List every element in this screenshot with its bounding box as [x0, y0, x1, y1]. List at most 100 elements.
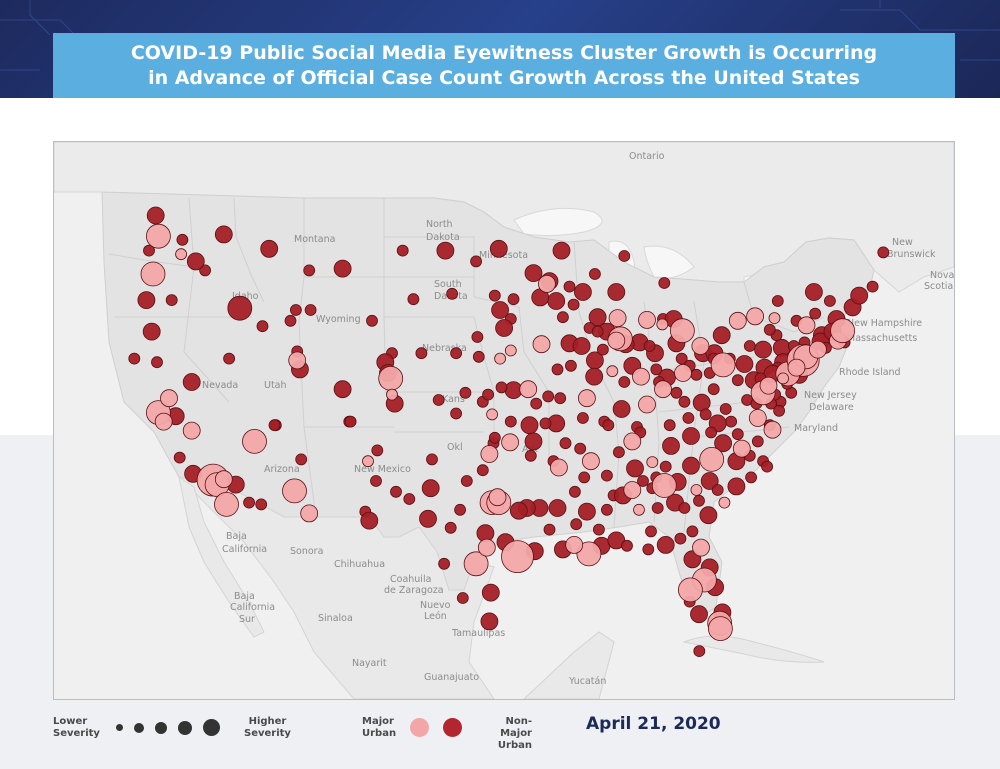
- non-major-urban-cluster[interactable]: [481, 583, 500, 602]
- non-major-urban-cluster[interactable]: [597, 343, 609, 356]
- non-major-urban-cluster[interactable]: [585, 367, 604, 386]
- major-urban-cluster[interactable]: [565, 535, 584, 554]
- major-urban-cluster[interactable]: [582, 452, 600, 471]
- non-major-urban-cluster[interactable]: [556, 311, 569, 324]
- non-major-urban-cluster[interactable]: [618, 250, 631, 262]
- non-major-urban-cluster[interactable]: [805, 283, 823, 301]
- non-major-urban-cluster[interactable]: [390, 485, 402, 498]
- non-major-urban-cluster[interactable]: [658, 277, 671, 289]
- non-major-urban-cluster[interactable]: [763, 323, 776, 336]
- non-major-urban-cluster[interactable]: [602, 419, 615, 432]
- major-urban-cluster[interactable]: [386, 388, 398, 401]
- major-urban-cluster[interactable]: [656, 318, 669, 331]
- non-major-urban-cluster[interactable]: [877, 246, 890, 259]
- non-major-urban-cluster[interactable]: [678, 502, 691, 514]
- major-urban-cluster[interactable]: [718, 496, 731, 509]
- non-major-urban-cluster[interactable]: [480, 612, 499, 631]
- non-major-urban-cluster[interactable]: [495, 381, 508, 394]
- major-urban-cluster[interactable]: [787, 358, 806, 377]
- non-major-urban-cluster[interactable]: [771, 295, 784, 307]
- major-urban-cluster[interactable]: [777, 372, 789, 385]
- non-major-urban-cluster[interactable]: [601, 469, 613, 482]
- non-major-urban-cluster[interactable]: [637, 475, 649, 487]
- major-urban-cluster[interactable]: [501, 540, 534, 574]
- non-major-urban-cluster[interactable]: [700, 472, 719, 490]
- non-major-urban-cluster[interactable]: [678, 395, 691, 408]
- major-urban-cluster[interactable]: [748, 409, 767, 427]
- major-urban-cluster[interactable]: [623, 481, 642, 499]
- non-major-urban-cluster[interactable]: [642, 543, 655, 556]
- non-major-urban-cluster[interactable]: [482, 388, 495, 401]
- non-major-urban-cluster[interactable]: [227, 295, 253, 321]
- major-urban-cluster[interactable]: [674, 364, 692, 382]
- non-major-urban-cluster[interactable]: [569, 485, 581, 498]
- non-major-urban-cluster[interactable]: [866, 280, 879, 293]
- non-major-urban-cluster[interactable]: [613, 446, 625, 459]
- non-major-urban-cluster[interactable]: [656, 535, 675, 554]
- non-major-urban-cluster[interactable]: [731, 428, 744, 441]
- non-major-urban-cluster[interactable]: [593, 523, 605, 536]
- non-major-urban-cluster[interactable]: [415, 347, 428, 360]
- non-major-urban-cluster[interactable]: [578, 471, 591, 484]
- non-major-urban-cluster[interactable]: [504, 415, 517, 428]
- non-major-urban-cluster[interactable]: [824, 295, 836, 307]
- non-major-urban-cluster[interactable]: [436, 241, 455, 260]
- non-major-urban-cluster[interactable]: [344, 415, 357, 428]
- non-major-urban-cluster[interactable]: [165, 294, 178, 307]
- non-major-urban-cluster[interactable]: [289, 304, 302, 316]
- major-urban-cluster[interactable]: [708, 616, 733, 642]
- major-urban-cluster[interactable]: [378, 365, 404, 391]
- major-urban-cluster[interactable]: [690, 484, 703, 496]
- major-urban-cluster[interactable]: [633, 503, 645, 516]
- major-urban-cluster[interactable]: [670, 318, 695, 344]
- major-urban-cluster[interactable]: [763, 420, 782, 439]
- non-major-urban-cluster[interactable]: [456, 592, 469, 604]
- non-major-urban-cluster[interactable]: [403, 493, 416, 505]
- non-major-urban-cluster[interactable]: [460, 475, 473, 487]
- major-urban-cluster[interactable]: [519, 380, 538, 399]
- non-major-urban-cluster[interactable]: [754, 340, 772, 359]
- major-urban-cluster[interactable]: [242, 428, 267, 454]
- non-major-urban-cluster[interactable]: [682, 412, 695, 424]
- major-urban-cluster[interactable]: [646, 456, 659, 469]
- major-urban-cluster[interactable]: [638, 395, 656, 414]
- non-major-urban-cluster[interactable]: [426, 453, 438, 466]
- major-urban-cluster[interactable]: [549, 458, 568, 477]
- non-major-urban-cluster[interactable]: [524, 432, 543, 451]
- major-urban-cluster[interactable]: [494, 352, 507, 365]
- non-major-urban-cluster[interactable]: [621, 539, 633, 552]
- non-major-urban-cluster[interactable]: [470, 255, 483, 268]
- non-major-urban-cluster[interactable]: [731, 374, 744, 387]
- non-major-urban-cluster[interactable]: [650, 363, 663, 376]
- non-major-urban-cluster[interactable]: [444, 521, 457, 534]
- non-major-urban-cluster[interactable]: [670, 386, 683, 399]
- non-major-urban-cluster[interactable]: [591, 325, 604, 338]
- major-urban-cluster[interactable]: [214, 491, 239, 517]
- non-major-urban-cluster[interactable]: [520, 416, 539, 435]
- non-major-urban-cluster[interactable]: [559, 437, 572, 450]
- non-major-urban-cluster[interactable]: [509, 501, 528, 520]
- major-urban-cluster[interactable]: [488, 488, 507, 507]
- non-major-urban-cluster[interactable]: [663, 419, 676, 432]
- major-urban-cluster[interactable]: [606, 365, 619, 378]
- major-urban-cluster[interactable]: [692, 538, 710, 557]
- major-urban-cluster[interactable]: [768, 312, 781, 325]
- non-major-urban-cluster[interactable]: [645, 525, 657, 538]
- major-urban-cluster[interactable]: [175, 248, 187, 261]
- non-major-urban-cluster[interactable]: [491, 301, 510, 319]
- non-major-urban-cluster[interactable]: [809, 307, 822, 320]
- non-major-urban-cluster[interactable]: [682, 427, 700, 445]
- non-major-urban-cluster[interactable]: [304, 304, 317, 316]
- non-major-urban-cluster[interactable]: [725, 415, 737, 428]
- non-major-urban-cluster[interactable]: [618, 376, 631, 388]
- non-major-urban-cluster[interactable]: [601, 503, 613, 516]
- non-major-urban-cluster[interactable]: [223, 352, 236, 365]
- non-major-urban-cluster[interactable]: [137, 291, 156, 310]
- non-major-urban-cluster[interactable]: [714, 434, 732, 453]
- non-major-urban-cluster[interactable]: [554, 392, 567, 405]
- non-major-urban-cluster[interactable]: [751, 435, 764, 448]
- major-urban-cluster[interactable]: [691, 337, 710, 355]
- major-urban-cluster[interactable]: [608, 309, 627, 328]
- non-major-urban-cluster[interactable]: [371, 444, 384, 457]
- major-urban-cluster[interactable]: [537, 274, 556, 293]
